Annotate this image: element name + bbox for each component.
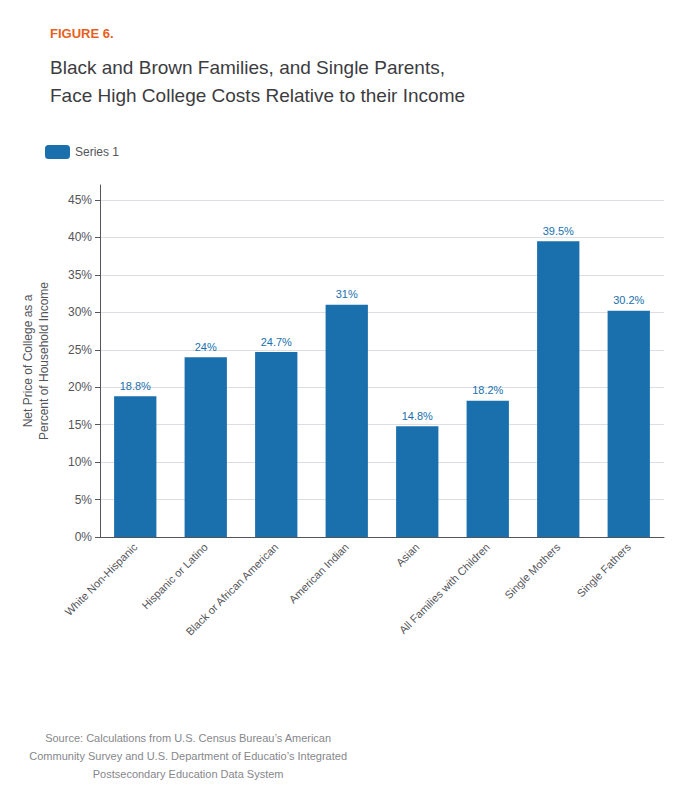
svg-text:Face High College Costs Relati: Face High College Costs Relative to thei…	[50, 85, 465, 106]
svg-text:Black and Brown Families, and: Black and Brown Families, and Single Par…	[50, 57, 445, 78]
svg-text:40%: 40%	[68, 230, 92, 244]
svg-text:45%: 45%	[68, 193, 92, 207]
svg-text:Community Survey and U.S. Depa: Community Survey and U.S. Department of …	[29, 750, 347, 762]
svg-text:5%: 5%	[75, 493, 93, 507]
svg-text:White Non-Hispanic: White Non-Hispanic	[62, 540, 139, 617]
svg-text:31%: 31%	[336, 288, 358, 300]
svg-text:Series 1: Series 1	[75, 145, 119, 159]
svg-text:18.8%: 18.8%	[120, 380, 151, 392]
svg-text:Percent of Household Income: Percent of Household Income	[37, 282, 51, 440]
svg-text:35%: 35%	[68, 268, 92, 282]
svg-text:18.2%: 18.2%	[472, 384, 503, 396]
svg-text:Hispanic or Latino: Hispanic or Latino	[139, 541, 210, 612]
svg-text:American Indian: American Indian	[286, 541, 351, 606]
svg-text:14.8%: 14.8%	[402, 410, 433, 422]
svg-text:39.5%: 39.5%	[543, 225, 574, 237]
svg-text:0%: 0%	[75, 530, 93, 544]
svg-text:All Families with Children: All Families with Children	[397, 541, 492, 636]
svg-text:25%: 25%	[68, 343, 92, 357]
svg-text:Net Price of College as a: Net Price of College as a	[21, 294, 35, 427]
svg-text:Asian: Asian	[394, 541, 422, 569]
svg-text:Black or African American: Black or African American	[184, 541, 281, 638]
svg-text:Postsecondary Education Data S: Postsecondary Education Data System	[93, 768, 284, 780]
svg-text:30%: 30%	[68, 305, 92, 319]
svg-text:24%: 24%	[195, 341, 217, 353]
svg-text:30.2%: 30.2%	[613, 294, 644, 306]
svg-text:24.7%: 24.7%	[261, 336, 292, 348]
svg-text:20%: 20%	[68, 380, 92, 394]
svg-text:Single Fathers: Single Fathers	[574, 540, 633, 599]
svg-text:Source: Calculations from U.S.: Source: Calculations from U.S. Census Bu…	[45, 732, 331, 744]
svg-text:FIGURE 6.: FIGURE 6.	[50, 26, 114, 41]
svg-text:15%: 15%	[68, 418, 92, 432]
svg-text:Single Mothers: Single Mothers	[502, 540, 563, 601]
svg-text:10%: 10%	[68, 455, 92, 469]
